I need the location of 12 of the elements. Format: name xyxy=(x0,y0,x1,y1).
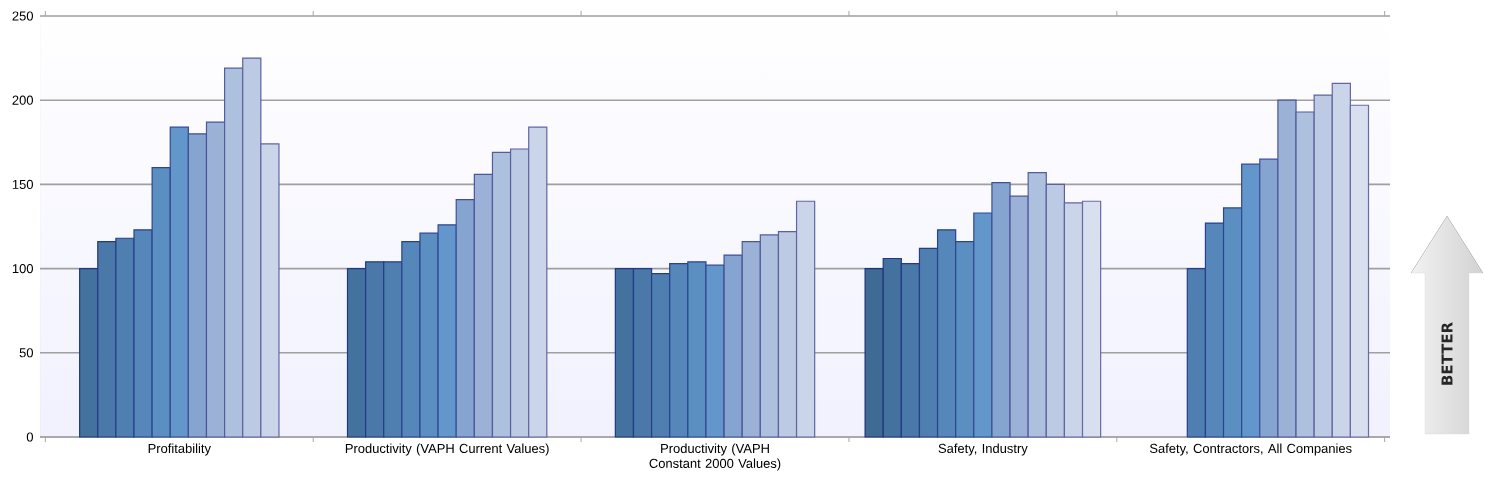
y-tick-label: 200 xyxy=(12,95,33,105)
x-tick-label: Safety, Contractors, All Companies xyxy=(1149,443,1352,456)
text: BETTER xyxy=(1441,322,1453,385)
y-tick-label: 0 xyxy=(26,432,33,442)
x-tick-label: Productivity (VAPH Constant 2000 Values) xyxy=(649,443,781,471)
y-tick-label: 50 xyxy=(19,348,33,358)
y-tick-label: 250 xyxy=(12,11,33,21)
y-tick-label: 100 xyxy=(12,264,33,274)
x-tick-label: Profitability xyxy=(148,443,211,456)
x-tick-label: Safety, Industry xyxy=(938,443,1028,456)
y-tick-label: 150 xyxy=(12,179,33,189)
x-tick-label: Productivity (VAPH Current Values) xyxy=(345,443,549,456)
